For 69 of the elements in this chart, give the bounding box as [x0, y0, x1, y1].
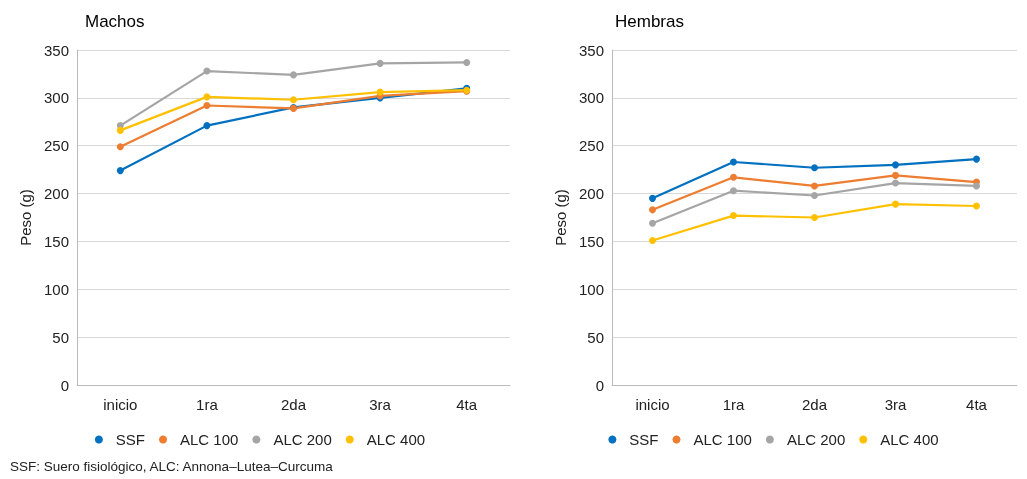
legend-label: ALC 400: [366, 431, 426, 448]
y-tick-label: 0: [595, 376, 604, 394]
x-tick-label: 3ra: [884, 396, 907, 413]
point: [649, 194, 656, 202]
legend-label: ALC 200: [786, 431, 846, 448]
legend-label: ALC 400: [880, 431, 939, 448]
x-tick-label: 4ta: [456, 396, 478, 413]
point: [973, 155, 980, 163]
point: [116, 167, 124, 175]
point: [811, 214, 818, 221]
y-tick-label: 150: [578, 232, 604, 250]
point: [811, 182, 818, 190]
x-tick-label: 4ta: [966, 396, 988, 413]
y-tick-label: 250: [578, 137, 604, 155]
chart-title: Hembras: [615, 12, 684, 31]
y-tick-label: 200: [578, 185, 604, 203]
point: [116, 143, 124, 151]
x-tick-label: 3ra: [369, 396, 392, 413]
y-tick-label: 300: [578, 89, 604, 107]
point: [811, 191, 818, 199]
y-tick-label: 50: [587, 328, 604, 346]
text: SSF: Suero fisiológico, ALC: Annona–Lutea–Curcuma: [10, 459, 333, 474]
point: [892, 179, 899, 187]
y-tick-label: 350: [578, 41, 604, 59]
x-tick-label: 1ra: [722, 396, 745, 413]
point: [730, 187, 737, 195]
y-tick-label: 100: [43, 280, 69, 298]
point: [892, 200, 899, 208]
y-axis-title: Peso (g): [552, 189, 570, 246]
x-tick-label: 2da: [801, 396, 828, 413]
point: [290, 71, 297, 79]
y-tick-label: 0: [60, 376, 69, 394]
point: [730, 158, 737, 166]
legend-label: ALC 100: [180, 431, 239, 448]
point: [892, 161, 899, 169]
point: [203, 122, 211, 130]
y-tick-label: 200: [43, 185, 69, 203]
point: [203, 93, 211, 101]
point: [376, 59, 384, 67]
y-tick-label: 300: [43, 89, 69, 107]
point: [203, 102, 211, 110]
point: [649, 206, 656, 214]
y-tick-label: 250: [43, 137, 69, 155]
legend-label: ALC 100: [693, 431, 752, 448]
point: [811, 164, 818, 172]
point: [116, 126, 124, 134]
y-tick-label: 150: [43, 232, 69, 250]
x-tick-label: 2da: [280, 396, 307, 413]
y-tick-label: 350: [43, 41, 69, 59]
point: [892, 171, 899, 179]
legend-label: ALC 200: [273, 431, 332, 448]
point: [973, 202, 980, 210]
x-tick-label: 1ra: [196, 396, 219, 413]
chart-title: Machos: [85, 12, 145, 31]
point: [649, 236, 656, 244]
x-tick-label: inicio: [635, 396, 670, 413]
point: [730, 212, 737, 220]
point: [376, 88, 384, 96]
y-tick-label: 100: [578, 280, 604, 298]
y-tick-label: 50: [52, 328, 69, 346]
point: [649, 219, 656, 227]
point: [463, 58, 471, 66]
x-tick-label: inicio: [103, 396, 138, 413]
point: [290, 96, 297, 104]
point: [973, 182, 980, 190]
legend-label: SSF: [629, 431, 659, 448]
legend-label: SSF: [115, 431, 146, 448]
point: [730, 173, 737, 181]
y-axis-title: Peso (g): [17, 189, 35, 246]
